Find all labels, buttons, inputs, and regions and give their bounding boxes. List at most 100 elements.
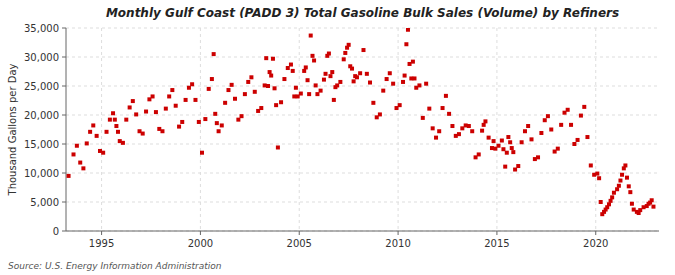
point xyxy=(480,129,484,133)
point xyxy=(259,106,263,110)
point xyxy=(355,75,359,79)
point xyxy=(101,151,105,155)
y-axis-line xyxy=(66,28,67,231)
x-axis-line xyxy=(66,231,659,232)
grid-line-x xyxy=(299,28,300,231)
point xyxy=(500,139,504,143)
point xyxy=(167,94,171,98)
point xyxy=(434,136,438,140)
point xyxy=(381,89,385,93)
grid-line-y xyxy=(66,144,659,145)
point xyxy=(651,205,655,209)
grid xyxy=(66,28,659,231)
point xyxy=(579,114,583,118)
y-axis-label: Thousand Gallons per Day xyxy=(7,63,18,196)
point xyxy=(526,124,530,128)
point xyxy=(315,92,319,96)
point xyxy=(335,83,339,87)
y-tick xyxy=(62,86,66,87)
point xyxy=(327,52,331,56)
point xyxy=(482,123,486,127)
point xyxy=(279,100,283,104)
y-tick xyxy=(62,28,66,29)
point xyxy=(193,98,197,102)
point xyxy=(243,92,247,96)
y-tick xyxy=(62,231,66,232)
point xyxy=(508,140,512,144)
title: Monthly Gulf Coast (PADD 3) Total Gasoli… xyxy=(106,6,619,20)
point xyxy=(559,123,563,127)
point xyxy=(589,163,593,167)
point xyxy=(141,132,145,136)
point xyxy=(609,199,613,203)
point xyxy=(291,69,295,73)
point xyxy=(615,187,619,191)
point xyxy=(447,112,451,116)
point xyxy=(217,129,221,133)
point xyxy=(294,86,298,90)
point xyxy=(330,70,334,74)
point xyxy=(88,130,92,134)
point xyxy=(530,137,534,141)
grid-line-y xyxy=(66,202,659,203)
point xyxy=(338,80,342,84)
point xyxy=(342,57,346,61)
point xyxy=(75,144,79,148)
x-tick-label: 2015 xyxy=(484,238,509,249)
point xyxy=(268,70,272,74)
point xyxy=(306,78,310,82)
point xyxy=(585,135,589,139)
point xyxy=(444,94,448,98)
point xyxy=(246,80,250,84)
point xyxy=(160,129,164,133)
point xyxy=(483,119,487,123)
point xyxy=(108,118,112,122)
point xyxy=(78,161,82,165)
point xyxy=(111,111,115,115)
point xyxy=(187,86,191,90)
point xyxy=(572,142,576,146)
point xyxy=(312,58,316,62)
point xyxy=(213,112,217,116)
point xyxy=(131,99,135,103)
point xyxy=(307,92,311,96)
point xyxy=(347,43,351,47)
point xyxy=(520,140,524,144)
point xyxy=(91,123,95,127)
grid-line-x xyxy=(595,28,596,231)
x-tick-label: 2020 xyxy=(583,238,608,249)
y-tick xyxy=(62,57,66,58)
point xyxy=(610,195,614,199)
y-tick xyxy=(62,202,66,203)
point xyxy=(477,152,481,156)
point xyxy=(304,65,308,69)
grid-line-y xyxy=(66,231,659,232)
y-tick xyxy=(62,173,66,174)
point xyxy=(513,168,517,172)
point xyxy=(412,76,416,80)
x-tick xyxy=(496,231,497,235)
point xyxy=(113,118,117,122)
point xyxy=(230,83,234,87)
point xyxy=(226,88,230,92)
point xyxy=(441,106,445,110)
grid-line-y xyxy=(66,86,659,87)
point xyxy=(240,114,244,118)
source-note: Source: U.S. Energy Information Administ… xyxy=(8,261,222,271)
point xyxy=(350,67,354,71)
point xyxy=(612,191,616,195)
point xyxy=(358,71,362,75)
grid-line-y xyxy=(66,28,659,29)
point xyxy=(177,125,181,129)
point xyxy=(314,83,318,87)
x-tick-label: 2000 xyxy=(188,238,213,249)
point xyxy=(623,163,627,167)
point xyxy=(437,129,441,133)
x-tick xyxy=(101,231,102,235)
point xyxy=(286,66,290,70)
point xyxy=(95,134,99,138)
point xyxy=(424,82,428,86)
y-tick xyxy=(62,115,66,116)
point xyxy=(617,184,621,188)
point xyxy=(233,97,237,101)
